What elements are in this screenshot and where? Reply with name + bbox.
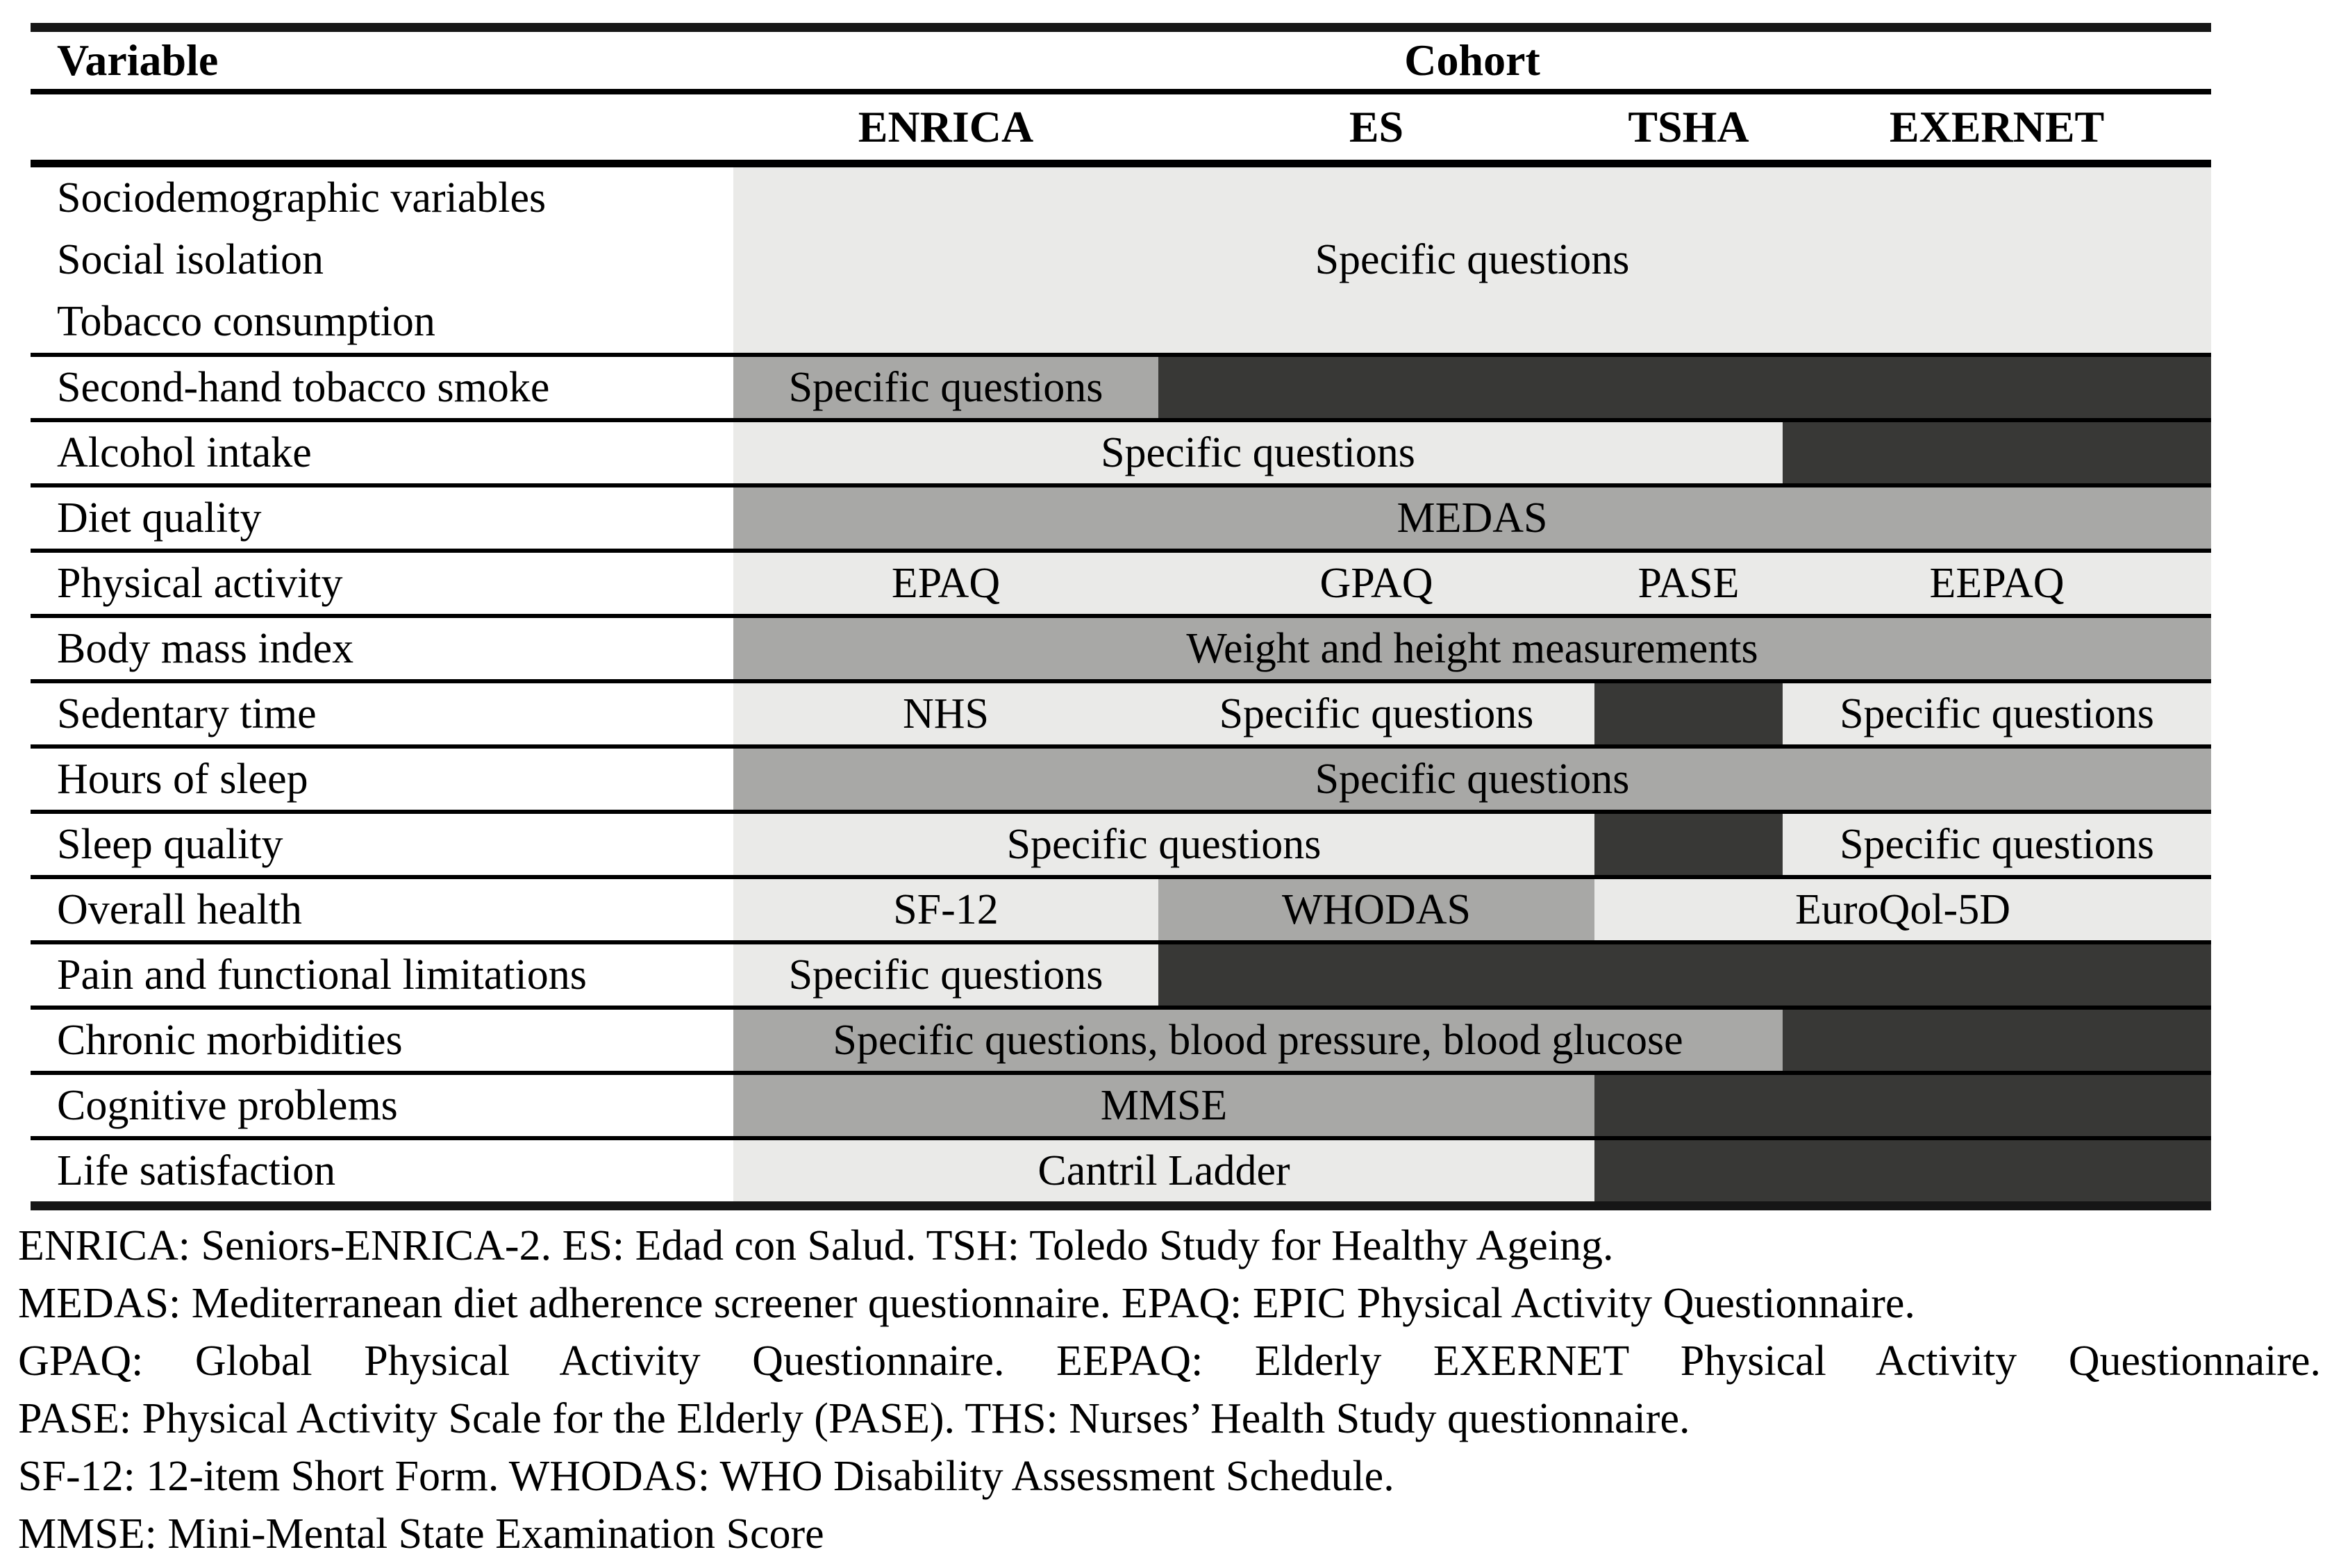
variable-label: Sociodemographic variables: [57, 174, 547, 222]
measure-cell: MEDAS: [733, 483, 2212, 551]
measure-cell: Weight and height measurements: [733, 614, 2212, 681]
variable-label: Life satisfaction: [31, 1136, 733, 1206]
table-row: Overall health SF-12 WHODAS EuroQol-5D: [31, 875, 2212, 942]
footnote-line-3: GPAQ: Global Physical Activity Questionn…: [18, 1337, 2321, 1385]
variable-label: Hours of sleep: [31, 744, 733, 812]
empty-header-cell: [31, 92, 733, 167]
blank-cell: [1158, 940, 2212, 1008]
measure-cell: Specific questions: [1783, 679, 2212, 747]
table-row: Sedentary time NHS Specific questions Sp…: [31, 679, 2212, 747]
measure-cell: Specific questions: [733, 744, 2212, 812]
variable-column-header: Variable: [31, 27, 733, 94]
variable-label: Pain and functional limitations: [31, 940, 733, 1008]
variable-label: Physical activity: [31, 549, 733, 616]
cohort-header-enrica: ENRICA: [733, 92, 1158, 167]
measure-cell: NHS: [733, 679, 1158, 747]
table-row: Second-hand tobacco smoke Specific quest…: [31, 353, 2212, 420]
measure-cell: Specific questions, blood pressure, bloo…: [733, 1006, 1783, 1073]
variable-label-group: Sociodemographic variables Social isolat…: [31, 163, 733, 355]
header-row-1: Variable Cohort: [31, 27, 2212, 94]
cohort-group-header: Cohort: [733, 27, 2212, 94]
blank-cell: [1594, 810, 1783, 877]
variable-label: Sleep quality: [31, 810, 733, 877]
variable-label: Sedentary time: [31, 679, 733, 747]
measure-cell: Specific questions: [1158, 679, 1594, 747]
measure-cell: Specific questions: [733, 810, 1594, 877]
measure-cell: PASE: [1594, 549, 1783, 616]
table-row: Body mass index Weight and height measur…: [31, 614, 2212, 681]
footnotes: ENRICA: Seniors-ENRICA-2. ES: Edad con S…: [18, 1217, 2321, 1563]
table-row: Sociodemographic variables Social isolat…: [31, 163, 2212, 355]
table-row: Chronic morbidities Specific questions, …: [31, 1006, 2212, 1073]
measure-cell: Specific questions: [733, 940, 1158, 1008]
blank-cell: [1783, 1006, 2212, 1073]
cohort-header-tsha: TSHA: [1594, 92, 1783, 167]
table-row: Life satisfaction Cantril Ladder: [31, 1136, 2212, 1206]
footnote-line-4: PASE: Physical Activity Scale for the El…: [18, 1395, 1690, 1442]
measure-cell: Specific questions: [733, 163, 2212, 355]
measure-cell: WHODAS: [1158, 875, 1594, 942]
variable-label: Diet quality: [31, 483, 733, 551]
header-row-2: ENRICA ES TSHA EXERNET: [31, 92, 2212, 167]
variable-label: Chronic morbidities: [31, 1006, 733, 1073]
cohort-variable-table: Variable Cohort ENRICA ES TSHA EXERNET S…: [31, 23, 2212, 1210]
variable-label: Social isolation: [57, 236, 324, 283]
blank-cell: [1594, 1071, 2212, 1138]
table-row: Pain and functional limitations Specific…: [31, 940, 2212, 1008]
blank-cell: [1594, 679, 1783, 747]
blank-cell: [1594, 1136, 2212, 1206]
measure-cell: Specific questions: [1783, 810, 2212, 877]
measure-cell: EPAQ: [733, 549, 1158, 616]
measure-cell: EuroQol-5D: [1594, 875, 2212, 942]
measure-cell: EEPAQ: [1783, 549, 2212, 616]
cohort-header-exernet: EXERNET: [1783, 92, 2212, 167]
measure-cell: MMSE: [733, 1071, 1594, 1138]
table-row: Hours of sleep Specific questions: [31, 744, 2212, 812]
footnote-line-1: ENRICA: Seniors-ENRICA-2. ES: Edad con S…: [18, 1222, 1614, 1269]
measure-cell: Specific questions: [733, 353, 1158, 420]
footnote-line-6: MMSE: Mini-Mental State Examination Scor…: [18, 1510, 824, 1558]
variable-label: Alcohol intake: [31, 418, 733, 485]
variable-label: Second-hand tobacco smoke: [31, 353, 733, 420]
footnote-line-2: MEDAS: Mediterranean diet adherence scre…: [18, 1280, 1915, 1327]
measure-cell: GPAQ: [1158, 549, 1594, 616]
measure-cell: Cantril Ladder: [733, 1136, 1594, 1206]
measure-cell: SF-12: [733, 875, 1158, 942]
blank-cell: [1158, 353, 2212, 420]
table-row: Physical activity EPAQ GPAQ PASE EEPAQ: [31, 549, 2212, 616]
cohort-header-es: ES: [1158, 92, 1594, 167]
table-row: Alcohol intake Specific questions: [31, 418, 2212, 485]
table-row: Sleep quality Specific questions Specifi…: [31, 810, 2212, 877]
variable-label: Cognitive problems: [31, 1071, 733, 1138]
variable-label: Overall health: [31, 875, 733, 942]
table-row: Cognitive problems MMSE: [31, 1071, 2212, 1138]
variable-label: Tobacco consumption: [57, 298, 435, 345]
blank-cell: [1783, 418, 2212, 485]
footnote-line-5: SF-12: 12-item Short Form. WHODAS: WHO D…: [18, 1453, 1394, 1500]
variable-label: Body mass index: [31, 614, 733, 681]
measure-cell: Specific questions: [733, 418, 1783, 485]
table-row: Diet quality MEDAS: [31, 483, 2212, 551]
